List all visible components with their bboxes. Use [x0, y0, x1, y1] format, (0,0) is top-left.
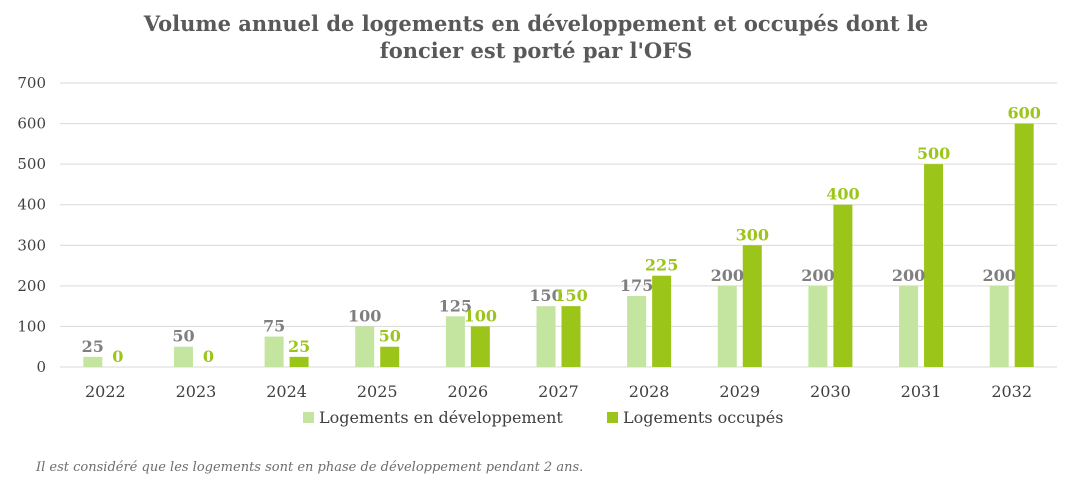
bar-dev [717, 285, 737, 367]
bar-occ [742, 245, 762, 367]
data-label: 25 [82, 337, 104, 356]
data-label: 75 [263, 317, 285, 336]
bar-occ [289, 356, 309, 367]
data-label: 300 [736, 225, 769, 244]
chart-title-line: Volume annuel de logements en développem… [143, 11, 928, 36]
y-axis-ticks: 0 100 200 300 400 500 600 700 [17, 74, 46, 376]
bar-occ [470, 326, 490, 367]
x-tick-label: 2029 [719, 382, 760, 401]
data-label: 50 [379, 327, 401, 346]
y-tick-label: 0 [36, 358, 46, 376]
gridlines [60, 82, 1057, 368]
bar-occ [833, 204, 853, 367]
y-tick-label: 300 [17, 236, 46, 254]
bar-occ [1014, 123, 1034, 367]
data-label: 225 [645, 256, 678, 275]
data-label: 150 [554, 286, 587, 305]
data-label: 200 [801, 266, 834, 285]
legend-label-dev: Logements en développement [319, 408, 563, 427]
bar-dev [83, 356, 103, 367]
x-tick-label: 2022 [85, 382, 126, 401]
bar-occ [652, 275, 672, 367]
x-tick-label: 2024 [266, 382, 307, 401]
x-axis-ticks: 2022 2023 2024 2025 2026 2027 2028 2029 2030 2031… [85, 382, 1032, 401]
chart-title-line: foncier est porté par l'OFS [380, 38, 693, 63]
x-tick-label: 2027 [538, 382, 579, 401]
data-label: 175 [620, 276, 653, 295]
data-label: 25 [288, 337, 310, 356]
bar-dev [989, 285, 1009, 367]
data-labels: 2505007525100501251001501501752252003002… [82, 104, 1041, 366]
x-tick-label: 2031 [901, 382, 942, 401]
footnote: Il est considéré que les logements sont … [36, 460, 584, 475]
y-tick-label: 100 [17, 317, 46, 335]
bar-dev [264, 336, 284, 367]
bar-occ [924, 164, 944, 367]
y-tick-label: 500 [17, 155, 46, 173]
data-label: 400 [826, 185, 859, 204]
data-label: 200 [982, 266, 1015, 285]
y-tick-label: 600 [17, 115, 46, 133]
y-tick-label: 700 [17, 74, 46, 92]
data-label: 0 [112, 347, 123, 366]
bar-dev [536, 306, 556, 367]
data-label: 125 [439, 296, 472, 315]
bar-occ [561, 306, 581, 367]
x-tick-label: 2023 [176, 382, 217, 401]
bar-dev [808, 285, 828, 367]
data-label: 100 [348, 306, 381, 325]
bar-occ [380, 346, 400, 367]
legend: Logements en développement Logements occu… [303, 408, 783, 427]
legend-label-occ: Logements occupés [623, 408, 783, 427]
data-label: 0 [203, 347, 214, 366]
bar-dev [173, 346, 193, 367]
data-label: 600 [1007, 104, 1040, 123]
x-tick-label: 2032 [991, 382, 1032, 401]
data-label: 200 [892, 266, 925, 285]
legend-swatch-occ [607, 412, 618, 423]
data-label: 500 [917, 144, 950, 163]
data-label: 150 [529, 286, 562, 305]
y-tick-label: 400 [17, 196, 46, 214]
x-tick-label: 2030 [810, 382, 851, 401]
data-label: 100 [464, 306, 497, 325]
x-tick-label: 2026 [448, 382, 489, 401]
data-label: 200 [711, 266, 744, 285]
y-tick-label: 200 [17, 277, 46, 295]
chart-title: Volume annuel de logements en développem… [143, 11, 928, 63]
bar-dev [899, 285, 919, 367]
x-tick-label: 2025 [357, 382, 398, 401]
x-tick-label: 2028 [629, 382, 670, 401]
data-label: 50 [172, 327, 194, 346]
legend-swatch-dev [303, 412, 314, 423]
bar-dev [445, 316, 465, 367]
bar-dev [355, 326, 375, 367]
bars [83, 123, 1034, 367]
bar-dev [627, 296, 647, 367]
